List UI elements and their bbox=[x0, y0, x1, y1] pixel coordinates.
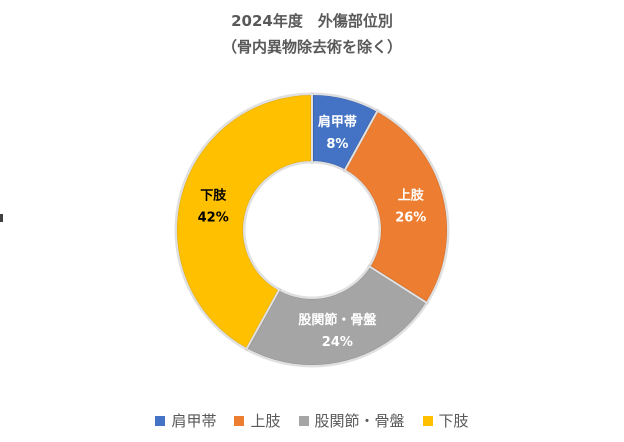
legend-item: 肩甲帯 bbox=[155, 410, 216, 431]
slice-category-label: 下肢 bbox=[200, 188, 227, 204]
slice-4 bbox=[175, 92, 313, 351]
slice-category-label: 肩甲帯 bbox=[318, 114, 357, 130]
slice-edge-4 bbox=[174, 92, 314, 352]
slice-edge-3 bbox=[244, 264, 429, 368]
legend-swatch bbox=[234, 415, 245, 426]
slice-value-label: 24% bbox=[322, 335, 353, 350]
slice-labels: 肩甲帯 8% 上肢 26% 股関節・骨盤 24% 下肢 42% bbox=[198, 114, 427, 350]
slice-2 bbox=[343, 109, 449, 305]
chart-subtitle: （骨内異物除去術を除く） bbox=[221, 38, 402, 56]
legend-swatch bbox=[298, 415, 309, 426]
legend-item: 上肢 bbox=[234, 410, 281, 431]
slice-value-label: 8% bbox=[326, 137, 348, 152]
chart-title-block: 2024年度 外傷部位別 （骨内異物除去術を除く） bbox=[0, 8, 624, 60]
legend-label: 上肢 bbox=[250, 412, 281, 430]
slice-category-label: 股関節・骨盤 bbox=[298, 312, 377, 328]
slice-category-label: 上肢 bbox=[398, 188, 425, 204]
legend-label: 股関節・骨盤 bbox=[314, 412, 405, 430]
legend-item: 股関節・骨盤 bbox=[298, 410, 405, 431]
chart-title: 2024年度 外傷部位別 bbox=[231, 12, 393, 30]
legend-label: 肩甲帯 bbox=[171, 412, 217, 430]
edge-mark bbox=[0, 214, 3, 222]
slice-value-label: 26% bbox=[395, 211, 426, 226]
legend-swatch bbox=[422, 415, 433, 426]
slice-3 bbox=[245, 265, 429, 367]
legend-label: 下肢 bbox=[438, 412, 469, 430]
legend-item: 下肢 bbox=[422, 410, 469, 431]
legend-swatch bbox=[155, 415, 166, 426]
legend: 肩甲帯 上肢 股関節・骨盤 下肢 bbox=[0, 410, 624, 431]
slice-value-label: 42% bbox=[198, 211, 229, 226]
slice-edge-2 bbox=[342, 108, 450, 305]
donut-slices bbox=[174, 92, 450, 368]
